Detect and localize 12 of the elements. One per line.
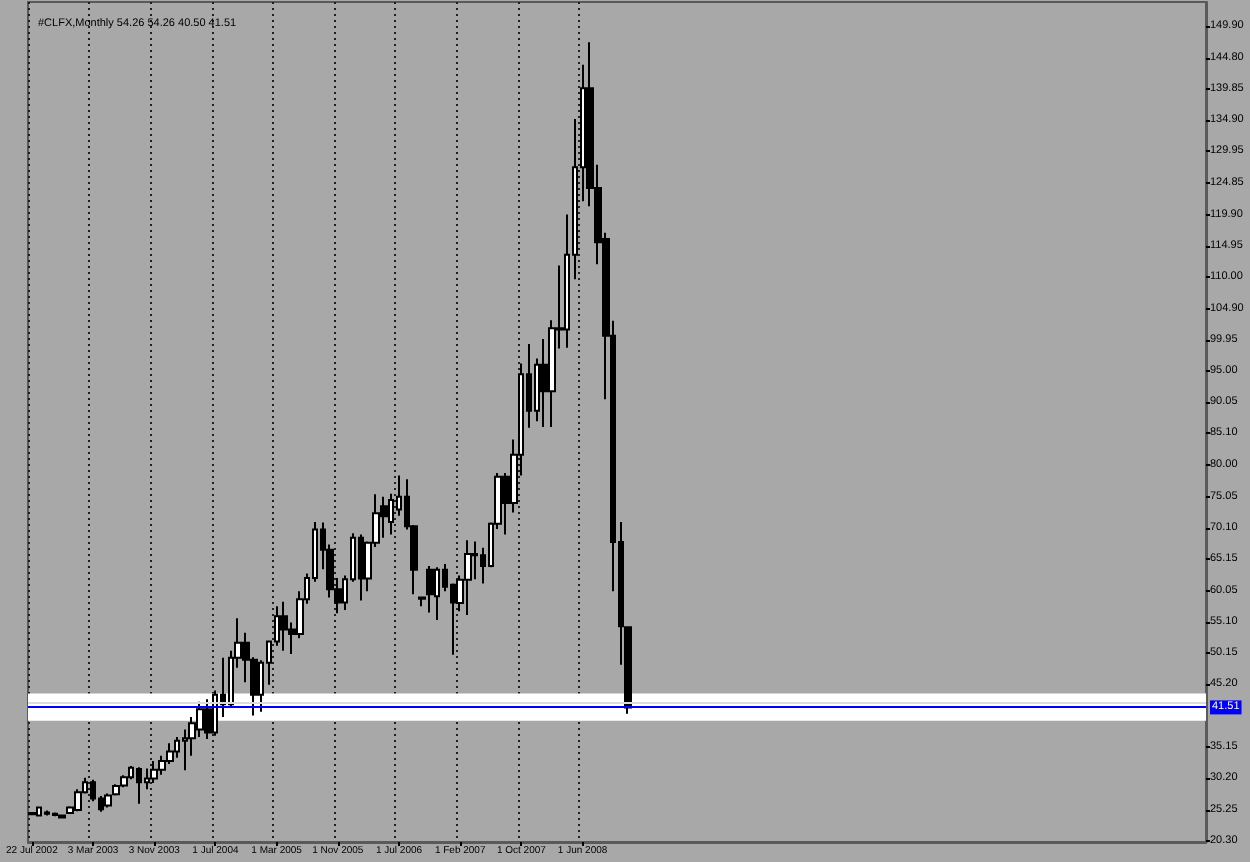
candlestick xyxy=(120,774,128,789)
candlestick xyxy=(280,600,288,652)
candlestick xyxy=(358,533,364,602)
candlestick xyxy=(426,564,434,614)
candlestick xyxy=(204,698,212,740)
candlestick xyxy=(380,495,388,539)
candlestick xyxy=(464,539,472,617)
candlestick xyxy=(36,805,42,818)
candlestick xyxy=(434,566,440,622)
candlestick xyxy=(104,792,112,809)
candlestick xyxy=(150,759,158,784)
candlestick xyxy=(136,766,142,805)
